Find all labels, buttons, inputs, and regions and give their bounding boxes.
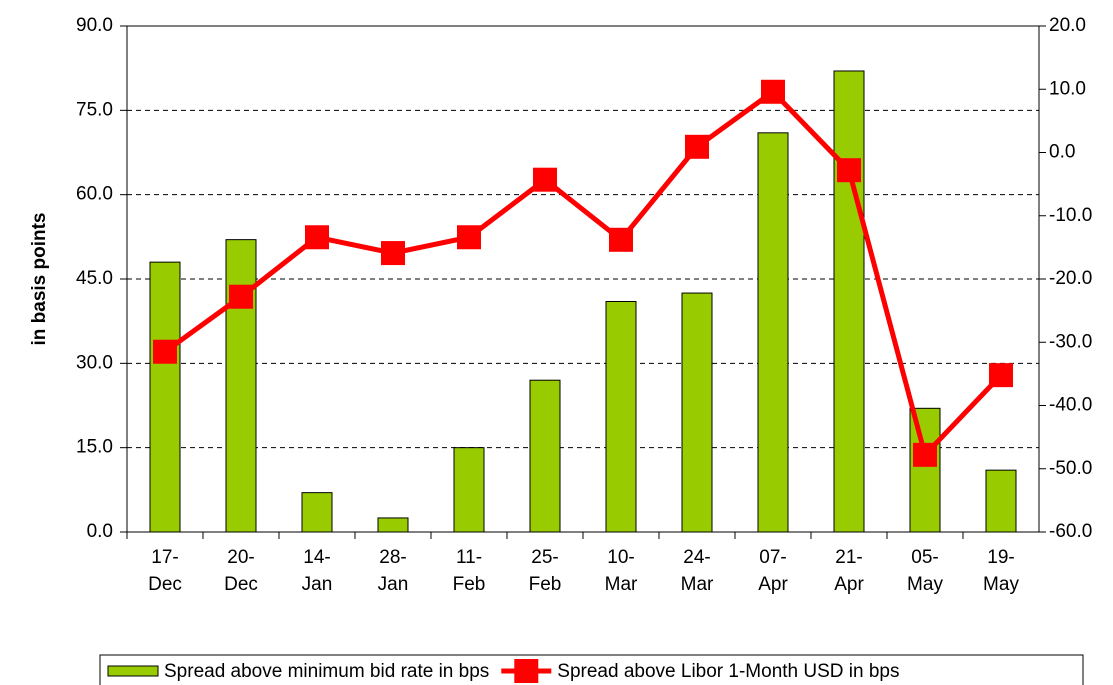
x-tick-label: 10-Mar bbox=[604, 547, 638, 595]
x-tick-label: 07-Apr bbox=[758, 547, 788, 595]
y2-tick-label: -10.0 bbox=[1049, 205, 1092, 226]
bar bbox=[909, 407, 941, 533]
x-tick-label: 21-Apr bbox=[834, 547, 864, 595]
x-tick-label: 28-Jan bbox=[377, 547, 409, 595]
y2-tick-label: 0.0 bbox=[1049, 142, 1075, 163]
y-tick-label: 15.0 bbox=[76, 437, 113, 458]
y2-tick-label: 20.0 bbox=[1049, 15, 1086, 36]
legend-swatch bbox=[514, 659, 539, 683]
bar bbox=[605, 300, 637, 533]
bar bbox=[985, 469, 1017, 533]
y-tick-label: 30.0 bbox=[76, 352, 113, 373]
y-tick-label: 45.0 bbox=[76, 268, 113, 289]
legend-label: Spread above minimum bid rate in bps bbox=[164, 661, 489, 682]
bar bbox=[833, 70, 865, 533]
legend: Spread above minimum bid rate in bps Spre… bbox=[99, 654, 1084, 685]
marker bbox=[685, 134, 709, 159]
bar bbox=[225, 239, 257, 533]
bar bbox=[377, 517, 409, 533]
marker bbox=[457, 225, 481, 250]
y2-tick-label: 10.0 bbox=[1049, 78, 1086, 99]
marker bbox=[229, 284, 253, 309]
x-tick-label: 20-Dec bbox=[224, 547, 258, 595]
x-tick-label: 11-Feb bbox=[452, 547, 486, 595]
marker bbox=[989, 363, 1013, 388]
marker bbox=[381, 241, 405, 266]
y-tick-label: 75.0 bbox=[76, 99, 113, 120]
marker bbox=[305, 225, 329, 250]
y-tick-label: 90.0 bbox=[76, 15, 113, 36]
x-tick-label: 17-Dec bbox=[148, 547, 182, 595]
y2-tick-label: -30.0 bbox=[1049, 331, 1092, 352]
marker bbox=[913, 442, 937, 467]
bar bbox=[301, 492, 333, 533]
y-tick-label: 0.0 bbox=[87, 521, 113, 542]
legend-frame bbox=[99, 654, 1084, 685]
marker bbox=[153, 339, 177, 364]
x-tick-label: 25-Feb bbox=[528, 547, 562, 595]
bar bbox=[453, 447, 485, 533]
legend-label: Spread above Libor 1-Month USD in bps bbox=[557, 661, 899, 682]
y2-tick-label: -20.0 bbox=[1049, 268, 1092, 289]
y-axis-label: in basis points bbox=[29, 212, 50, 345]
bar bbox=[757, 132, 789, 533]
bar bbox=[529, 379, 561, 533]
y2-tick-label: -60.0 bbox=[1049, 521, 1092, 542]
x-tick-label: 14-Jan bbox=[301, 547, 333, 595]
line bbox=[163, 88, 1003, 460]
x-tick-label: 05-May bbox=[907, 547, 943, 595]
bar bbox=[681, 292, 713, 533]
x-tick-label: 24-Mar bbox=[680, 547, 714, 595]
y-tick-label: 60.0 bbox=[76, 184, 113, 205]
bar bbox=[149, 261, 181, 533]
marker bbox=[609, 227, 633, 252]
marker bbox=[837, 158, 861, 183]
legend-swatch bbox=[107, 665, 159, 677]
x-tick-label: 19-May bbox=[983, 547, 1019, 595]
y2-tick-label: -50.0 bbox=[1049, 458, 1092, 479]
marker bbox=[533, 167, 557, 192]
y2-tick-label: -40.0 bbox=[1049, 395, 1092, 416]
marker bbox=[761, 79, 785, 104]
